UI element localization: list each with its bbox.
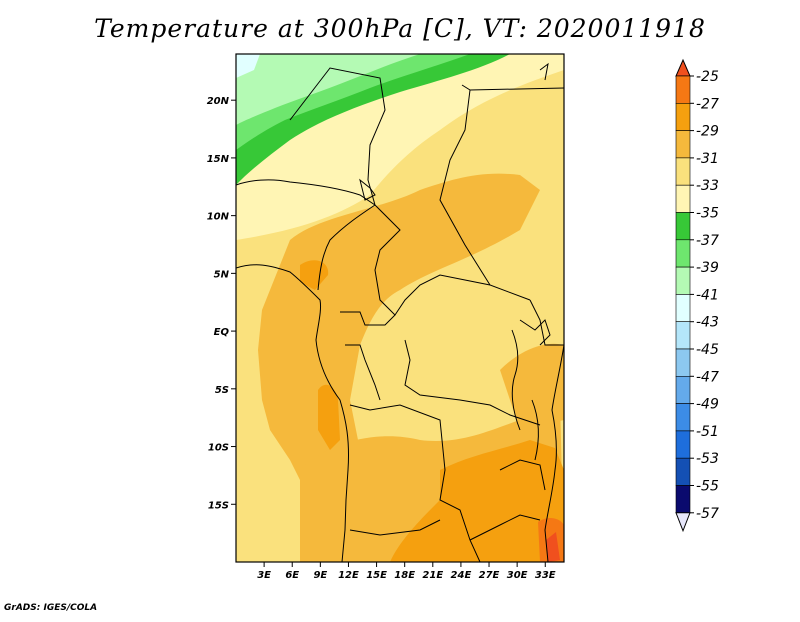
colorbar-segment (675, 103, 691, 131)
lon-tick-label: 27E (479, 570, 500, 581)
colorbar-level-label: -51 (696, 424, 719, 440)
colorbar-segment (675, 130, 691, 159)
colorbar-top-arrow (675, 58, 691, 77)
latitude-axis: 20N 15N 10N 5N EQ 5S 10S 15S (207, 96, 236, 511)
lat-tick-label: 10N (207, 212, 230, 223)
colorbar-level-label: -41 (696, 287, 719, 303)
grads-credit: GrADS: IGES/COLA (4, 603, 98, 613)
colorbar-segment (675, 403, 691, 432)
colorbar-segment (675, 184, 691, 213)
lon-tick-label: 30E (507, 570, 528, 581)
lon-tick-label: 21E (422, 570, 443, 581)
colorbar-segment (675, 75, 691, 104)
lat-tick-label: 15S (208, 500, 229, 511)
colorbar-level-label: -53 (696, 451, 719, 467)
lon-tick-label: 6E (285, 570, 299, 581)
colorbar-level-label: -57 (696, 506, 719, 522)
map-frame (235, 53, 565, 563)
lat-tick-label: 5S (215, 385, 229, 396)
borders (236, 62, 564, 562)
lon-tick-label: 3E (257, 570, 271, 581)
colorbar-level-label: -29 (696, 124, 719, 140)
colorbar-level-label: -27 (696, 96, 719, 112)
colorbar-bottom-arrow (675, 512, 691, 533)
colorbar-level-label: -39 (696, 260, 719, 276)
colorbar-segment (675, 430, 691, 459)
colorbar-level-label: -45 (696, 342, 719, 358)
shade-hottest2 (546, 532, 560, 562)
longitude-axis: 3E 6E 9E 12E 15E 18E 21E 24E 27E 30E 33E (257, 562, 556, 581)
colorbar-segment (675, 294, 691, 322)
lon-tick-label: 24E (451, 570, 472, 581)
colorbar-segment (675, 157, 691, 186)
lon-tick-label: 15E (366, 570, 387, 581)
colorbar-level-label: -43 (696, 315, 719, 331)
colorbar-segment (675, 485, 691, 514)
colorbar-segment (675, 321, 691, 350)
colorbar-level-label: -25 (696, 69, 719, 85)
colorbar-level-label: -31 (696, 151, 719, 167)
colorbar-level-label: -35 (696, 206, 719, 222)
shade-green-light (236, 54, 420, 125)
temperature-field (236, 54, 564, 562)
map-title: Temperature at 300hPa [C], VT: 202001191… (94, 14, 706, 43)
lon-tick-label: 33E (535, 570, 556, 581)
shade-hot-southeast (390, 440, 564, 562)
lon-tick-label: 18E (394, 570, 415, 581)
colorbar-segment (675, 239, 691, 268)
lat-tick-label: 5N (214, 269, 230, 280)
colorbar-segment (675, 457, 691, 486)
shade-cool-basin (401, 284, 512, 382)
colorbar-level-label: -55 (696, 479, 719, 495)
lat-tick-label: 20N (207, 96, 230, 107)
shade-hot-west (318, 384, 340, 450)
shade-warm-east (500, 343, 564, 430)
colorbar-segment (675, 348, 691, 377)
lat-tick-label: EQ (214, 327, 230, 338)
lon-tick-label: 9E (313, 570, 327, 581)
colorbar-segment (675, 212, 691, 241)
colorbar-level-label: -49 (696, 397, 719, 413)
lon-tick-label: 12E (338, 570, 359, 581)
lat-tick-label: 15N (207, 154, 230, 165)
colorbar-segment (675, 375, 691, 404)
colorbar-segment (675, 266, 691, 295)
lat-tick-label: 10S (208, 443, 229, 454)
colorbar-level-label: -37 (696, 233, 719, 249)
colorbar: -25 -27 -29 -31 -33 -35 -37 -39 -41 -43 -45 -47 -49 -… (675, 58, 719, 533)
shade-coldest (236, 54, 260, 78)
colorbar-level-label: -47 (696, 369, 719, 385)
colorbar-level-label: -33 (696, 178, 719, 194)
